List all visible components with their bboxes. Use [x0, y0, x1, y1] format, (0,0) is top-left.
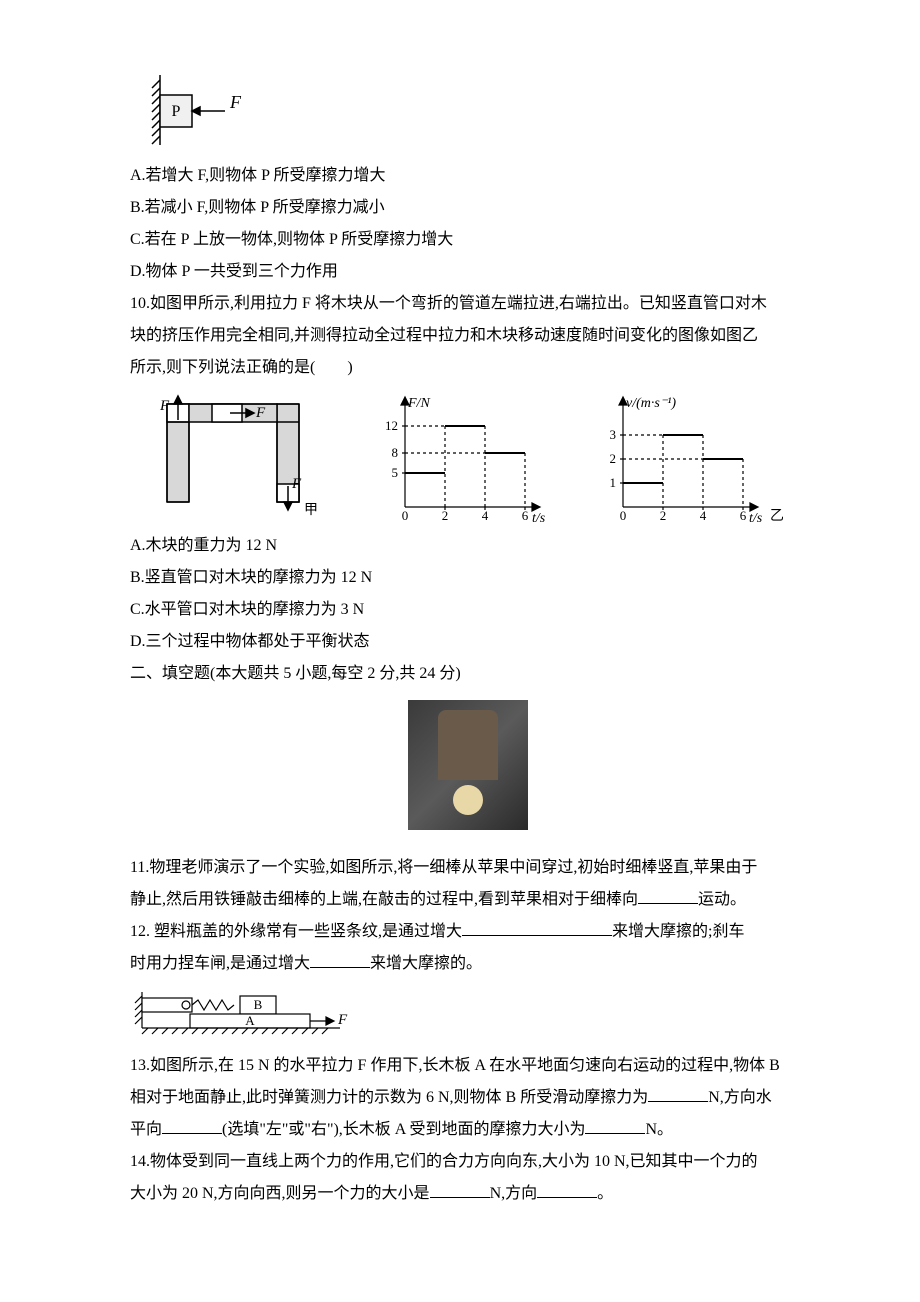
- svg-text:F: F: [159, 398, 170, 414]
- svg-text:v/(m·s⁻¹): v/(m·s⁻¹): [626, 396, 676, 411]
- q14-blank1[interactable]: [430, 1182, 490, 1198]
- q10-figures: F F F 甲: [130, 392, 805, 522]
- q13-line2: 相对于地面静止,此时弹簧测力计的示数为 6 N,则物体 B 所受滑动摩擦力为N,…: [130, 1082, 805, 1114]
- svg-text:2: 2: [442, 508, 449, 522]
- q9-option-c: C.若在 P 上放一物体,则物体 P 所受摩擦力增大: [130, 224, 805, 256]
- svg-text:甲: 甲: [304, 503, 318, 518]
- svg-text:0: 0: [402, 508, 409, 522]
- q10-velocity-chart-svg: v/(m·s⁻¹) 1 2 3 0 2 4 6 t/s 乙: [588, 392, 783, 522]
- q13-blank3[interactable]: [585, 1118, 645, 1134]
- svg-text:0: 0: [620, 508, 627, 522]
- figure-apple-experiment: [130, 700, 805, 842]
- q10-option-c: C.水平管口对木块的摩擦力为 3 N: [130, 594, 805, 626]
- svg-text:2: 2: [660, 508, 667, 522]
- svg-text:2: 2: [610, 451, 617, 466]
- q13-blank2[interactable]: [162, 1118, 222, 1134]
- q12-line2: 时用力捏车闸,是通过增大来增大摩擦的。: [130, 948, 805, 980]
- svg-text:F: F: [337, 1012, 348, 1028]
- svg-text:t/s: t/s: [749, 511, 763, 522]
- q11-line2: 静止,然后用铁锤敲击细棒的上端,在敲击的过程中,看到苹果相对于细棒向运动。: [130, 884, 805, 916]
- svg-text:1: 1: [610, 475, 617, 490]
- q10-option-b: B.竖直管口对木块的摩擦力为 12 N: [130, 562, 805, 594]
- section2-header: 二、填空题(本大题共 5 小题,每空 2 分,共 24 分): [130, 658, 805, 690]
- block-wall-svg: P F: [130, 70, 250, 150]
- svg-text:5: 5: [391, 465, 398, 480]
- q10-option-a: A.木块的重力为 12 N: [130, 530, 805, 562]
- svg-text:t/s: t/s: [532, 511, 545, 522]
- svg-text:F/N: F/N: [407, 396, 430, 411]
- q12-blank2[interactable]: [310, 952, 370, 968]
- svg-text:F: F: [229, 92, 242, 112]
- q11-line1: 11.物理老师演示了一个实验,如图所示,将一细棒从苹果中间穿过,初始时细棒竖直,…: [130, 852, 805, 884]
- q10-option-d: D.三个过程中物体都处于平衡状态: [130, 626, 805, 658]
- q9-option-d: D.物体 P 一共受到三个力作用: [130, 256, 805, 288]
- q10-stem-2: 块的挤压作用完全相同,并测得拉动全过程中拉力和木块移动速度随时间变化的图像如图乙: [130, 320, 805, 352]
- q11-blank1[interactable]: [638, 888, 698, 904]
- svg-text:4: 4: [482, 508, 489, 522]
- svg-text:6: 6: [522, 508, 529, 522]
- svg-text:3: 3: [610, 427, 617, 442]
- q9-option-a: A.若增大 F,则物体 P 所受摩擦力增大: [130, 160, 805, 192]
- svg-text:F: F: [291, 476, 302, 492]
- svg-text:6: 6: [740, 508, 747, 522]
- q13-line3: 平向(选填"左"或"右"),长木板 A 受到地面的摩擦力大小为N。: [130, 1114, 805, 1146]
- svg-text:12: 12: [385, 418, 398, 433]
- q13-blank1[interactable]: [648, 1086, 708, 1102]
- q14-line2: 大小为 20 N,方向向西,则另一个力的大小是N,方向。: [130, 1178, 805, 1210]
- spring-svg: B A F: [130, 990, 350, 1040]
- svg-text:B: B: [254, 997, 263, 1012]
- q14-blank2[interactable]: [537, 1182, 597, 1198]
- svg-text:P: P: [172, 103, 181, 120]
- q13-line1: 13.如图所示,在 15 N 的水平拉力 F 作用下,长木板 A 在水平地面匀速…: [130, 1050, 805, 1082]
- q9-option-b: B.若减小 F,则物体 P 所受摩擦力减小: [130, 192, 805, 224]
- svg-text:A: A: [245, 1013, 255, 1028]
- q10-pipe-svg: F F F 甲: [152, 392, 327, 522]
- q10-stem-3: 所示,则下列说法正确的是( ): [130, 352, 805, 384]
- figure-spring-blocks: B A F: [130, 990, 805, 1040]
- q10-stem-1: 10.如图甲所示,利用拉力 F 将木块从一个弯折的管道左端拉进,右端拉出。已知竖…: [130, 288, 805, 320]
- q14-line1: 14.物体受到同一直线上两个力的作用,它们的合力方向向东,大小为 10 N,已知…: [130, 1146, 805, 1178]
- svg-text:8: 8: [391, 445, 398, 460]
- svg-text:乙: 乙: [770, 508, 783, 522]
- svg-text:F: F: [255, 405, 266, 421]
- q12-blank1[interactable]: [462, 920, 612, 936]
- q10-force-chart-svg: F/N 5 8 12 0 2 4 6 t/s: [370, 392, 545, 522]
- figure-block-wall: P F: [130, 70, 805, 150]
- q12-line1: 12. 塑料瓶盖的外缘常有一些竖条纹,是通过增大来增大摩擦的;刹车: [130, 916, 805, 948]
- svg-text:4: 4: [700, 508, 707, 522]
- apple-photo-placeholder: [408, 700, 528, 830]
